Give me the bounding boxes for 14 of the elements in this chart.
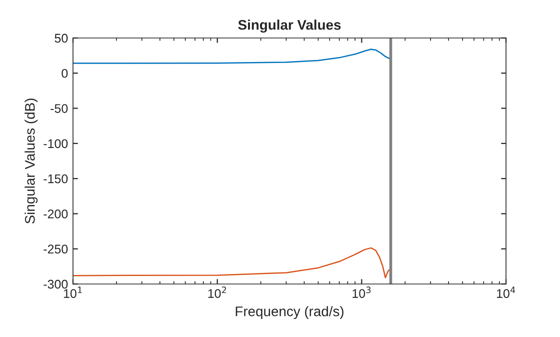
y-tick-label: 50 [54,34,68,43]
y-tick-label: -100 [44,139,68,148]
y-tick-label: -150 [44,174,68,184]
y-tick-label: -50 [50,104,68,113]
y-tick-label: 0 [62,68,68,78]
chart-title: Singular Values [238,20,341,33]
x-tick-label: 10$^{3}$ [352,286,371,298]
y-tick-label: -200 [44,210,68,218]
x-tick-label: 10$^{2}$ [208,286,226,298]
x-tick-label: 10$^{4}$ [496,286,516,298]
x-axis-title: Frequency (rad/s) [236,306,344,320]
y-tick-label: -250 [44,244,68,254]
y-axis-title: Singular Values (dB) [24,98,38,224]
y-tick-label: -300 [44,280,68,289]
